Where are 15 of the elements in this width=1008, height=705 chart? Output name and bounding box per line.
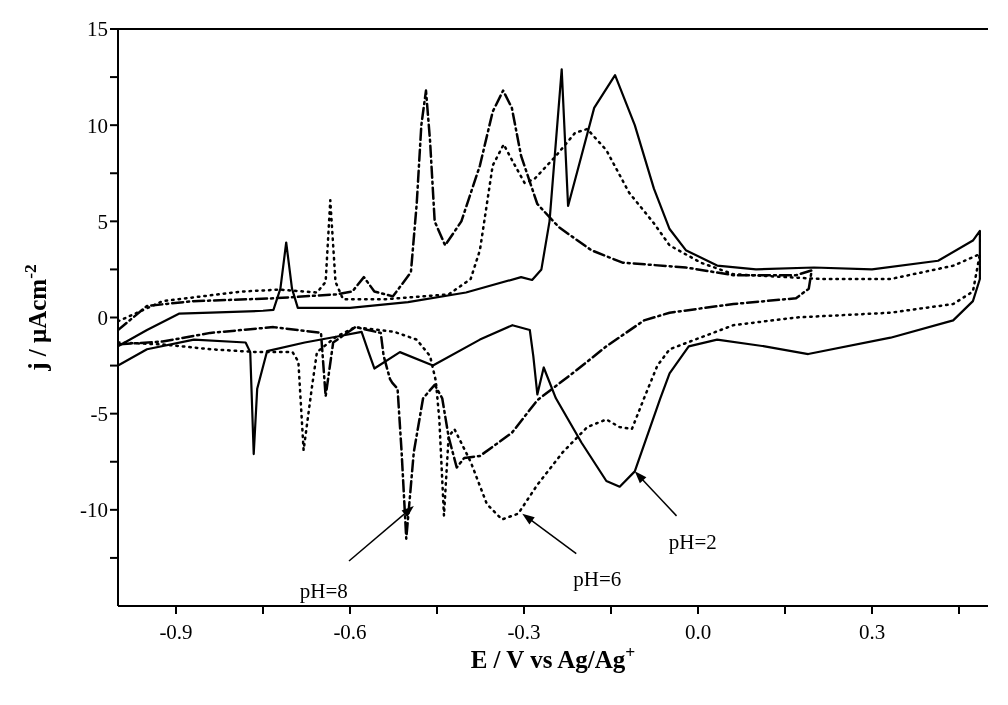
y-tick-label: -5 [90, 402, 108, 427]
x-tick-label: 0.0 [684, 619, 712, 644]
annotation: pH=2 [668, 530, 717, 555]
x-axis-title: E / V vs Ag/Ag$^{+}$ [470, 642, 636, 673]
x-tick-label: 0.3 [858, 619, 886, 644]
y-tick-label: 5 [97, 209, 108, 234]
x-tick-label: -0.3 [507, 619, 541, 644]
y-tick-label: -10 [80, 498, 108, 523]
annotation: pH=6 [573, 566, 622, 591]
x-tick-label: -0.6 [333, 619, 367, 644]
annotation: pH=8 [299, 578, 348, 603]
y-tick-label: 15 [87, 17, 108, 42]
y-tick-label: 0 [97, 305, 108, 330]
x-tick-label: -0.9 [159, 619, 193, 644]
y-tick-label: 10 [87, 113, 108, 138]
